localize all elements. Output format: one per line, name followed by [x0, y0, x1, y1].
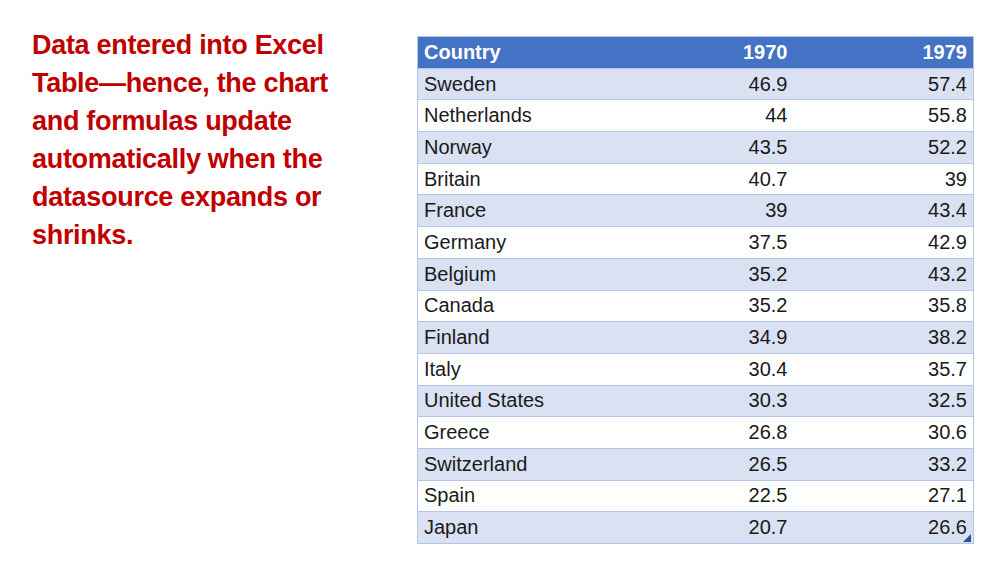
data-table: Country19701979 Sweden46.957.4Netherland… [417, 36, 974, 544]
value-cell: 43.2 [794, 258, 974, 290]
table-row: Spain22.527.1 [418, 480, 974, 512]
table-row: Sweden46.957.4 [418, 68, 974, 100]
caption-text: Data entered into Excel Table—hence, the… [32, 26, 417, 254]
table-body: Sweden46.957.4Netherlands4455.8Norway43.… [418, 68, 974, 543]
country-cell: Norway [418, 132, 614, 164]
table-row: Germany37.542.9 [418, 227, 974, 259]
value-cell: 55.8 [794, 100, 974, 132]
value-cell: 37.5 [614, 227, 794, 259]
value-cell: 30.4 [614, 353, 794, 385]
table-row: Japan20.726.6 [418, 512, 974, 544]
table-row: Canada35.235.8 [418, 290, 974, 322]
value-cell: 35.2 [614, 290, 794, 322]
country-cell: Britain [418, 163, 614, 195]
value-cell: 52.2 [794, 132, 974, 164]
country-cell: Greece [418, 417, 614, 449]
country-cell: Canada [418, 290, 614, 322]
country-cell: Sweden [418, 68, 614, 100]
table-header-row: Country19701979 [418, 37, 974, 69]
value-cell: 35.7 [794, 353, 974, 385]
table-row: Belgium35.243.2 [418, 258, 974, 290]
table-row: Netherlands4455.8 [418, 100, 974, 132]
table-row: Norway43.552.2 [418, 132, 974, 164]
table-row: Greece26.830.6 [418, 417, 974, 449]
table-row: France3943.4 [418, 195, 974, 227]
value-cell: 57.4 [794, 68, 974, 100]
column-header-1970: 1970 [614, 37, 794, 69]
value-cell: 44 [614, 100, 794, 132]
table-row: Finland34.938.2 [418, 322, 974, 354]
value-cell: 39 [794, 163, 974, 195]
data-table-container: Country19701979 Sweden46.957.4Netherland… [417, 36, 973, 544]
country-cell: Switzerland [418, 448, 614, 480]
value-cell: 26.5 [614, 448, 794, 480]
country-cell: Finland [418, 322, 614, 354]
value-cell: 43.4 [794, 195, 974, 227]
slide: Data entered into Excel Table—hence, the… [0, 0, 1005, 580]
country-cell: France [418, 195, 614, 227]
table-row: United States30.332.5 [418, 385, 974, 417]
value-cell: 34.9 [614, 322, 794, 354]
value-cell: 27.1 [794, 480, 974, 512]
country-cell: Spain [418, 480, 614, 512]
country-cell: Italy [418, 353, 614, 385]
value-cell: 22.5 [614, 480, 794, 512]
value-cell: 26.6 [794, 512, 974, 544]
value-cell: 30.6 [794, 417, 974, 449]
value-cell: 35.2 [614, 258, 794, 290]
country-cell: Germany [418, 227, 614, 259]
value-cell: 43.5 [614, 132, 794, 164]
value-cell: 33.2 [794, 448, 974, 480]
value-cell: 39 [614, 195, 794, 227]
country-cell: Japan [418, 512, 614, 544]
value-cell: 38.2 [794, 322, 974, 354]
country-cell: Belgium [418, 258, 614, 290]
value-cell: 42.9 [794, 227, 974, 259]
value-cell: 40.7 [614, 163, 794, 195]
column-header-1979: 1979 [794, 37, 974, 69]
value-cell: 30.3 [614, 385, 794, 417]
country-cell: Netherlands [418, 100, 614, 132]
value-cell: 26.8 [614, 417, 794, 449]
value-cell: 32.5 [794, 385, 974, 417]
country-cell: United States [418, 385, 614, 417]
value-cell: 46.9 [614, 68, 794, 100]
table-row: Italy30.435.7 [418, 353, 974, 385]
value-cell: 20.7 [614, 512, 794, 544]
column-header-country: Country [418, 37, 614, 69]
table-row: Britain40.739 [418, 163, 974, 195]
value-cell: 35.8 [794, 290, 974, 322]
table-row: Switzerland26.533.2 [418, 448, 974, 480]
